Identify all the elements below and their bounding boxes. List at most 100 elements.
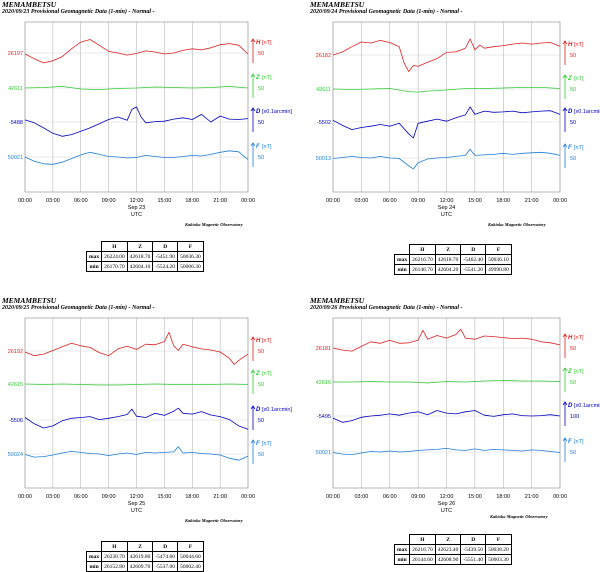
chart-panel-0923: MEMAMBETSU 2020/09/23 Provisional Geomag… [0, 0, 300, 285]
stats-row-label: min [393, 264, 411, 275]
stats-header: D [460, 534, 487, 545]
baseline-label-f: 50013 [316, 156, 331, 162]
component-label-d: D [568, 109, 573, 115]
series-line-d [24, 407, 249, 430]
series-line-d [332, 106, 561, 139]
scale-arrow-d [250, 107, 256, 112]
stats-cell: 26146.70 [409, 264, 436, 275]
stats-cell: -5451.90 [152, 251, 179, 262]
x-tick-label: 15:00 [468, 494, 482, 500]
scale-arrow-d [562, 107, 568, 112]
component-label-h: H [256, 338, 261, 344]
unit-label-z: [nT] [262, 371, 272, 377]
unit-label-h: [nT] [574, 42, 584, 48]
stats-header: Z [434, 534, 462, 545]
scale-arrow-f [562, 143, 568, 148]
x-tick-label: 09:00 [411, 198, 425, 204]
x-tick-label: 12:00 [440, 494, 454, 500]
observatory-label: Kakioka Magnetic Observatory [185, 518, 243, 523]
scale-arrow-h [562, 40, 568, 45]
x-tick-label: 06:00 [74, 198, 88, 204]
stats-cell: 26216.70 [409, 254, 436, 265]
x-tick-label: 09:00 [102, 198, 116, 204]
stats-cell: 42623.40 [434, 544, 462, 555]
scale-value-f: 50 [258, 452, 264, 458]
x-tick-label: 12:00 [130, 494, 144, 500]
scale-value-d: 100 [570, 414, 579, 420]
scale-arrow-f [562, 437, 568, 442]
unit-label-d: [x0.1arcmin] [262, 109, 292, 115]
scale-arrow-d [250, 405, 256, 410]
geomagnetic-chart: 00:00 03:00 06:00 09:00 12:00 15:00 18:00 21:00… [8, 21, 292, 218]
stats-cell: 26224.00 [101, 251, 128, 262]
unit-label-h: [nT] [262, 338, 272, 344]
component-label-z: Z [567, 76, 572, 82]
stats-cell: -5551.40 [460, 554, 487, 565]
scale-arrow-z [562, 367, 568, 372]
station-title: MEMAMBETSU [310, 296, 365, 305]
x-tick-label: 03:00 [354, 198, 368, 204]
date-label: Sep 25 [128, 501, 145, 507]
stats-cell: 26230.70 [101, 551, 128, 562]
series-line-h [332, 328, 561, 352]
x-tick-label: 18:00 [185, 198, 199, 204]
x-tick-label: 06:00 [74, 494, 88, 500]
x-tick-label: 03:00 [354, 494, 368, 500]
scale-value-z: 50 [570, 87, 576, 93]
stats-header: F [177, 541, 204, 552]
scale-arrow-f [250, 439, 256, 444]
series-line-h [24, 331, 249, 365]
stats-cell: -5474.60 [152, 551, 179, 562]
x-tick-label: 00:00 [326, 494, 340, 500]
stats-table: H Z D F max 26216.70 42623.40 -5439.50 5… [393, 534, 512, 565]
unit-label-z: [nT] [262, 75, 272, 81]
x-tick-label: 00:00 [241, 494, 255, 500]
scale-arrow-h [250, 336, 256, 341]
stats-table: H Z D F max 26230.70 42619.80 -5474.60 5… [85, 541, 204, 572]
unit-label-z: [nT] [574, 369, 584, 375]
date-label: Sep 24 [438, 205, 455, 211]
stats-header: H [101, 241, 128, 252]
x-tick-label: 00:00 [241, 198, 255, 204]
stats-cell: 42618.70 [126, 251, 154, 262]
series-line-z [332, 87, 561, 93]
baseline-label-z: 42611 [8, 86, 23, 92]
station-title: MEMAMBETSU [2, 0, 57, 9]
x-tick-label: 21:00 [213, 198, 227, 204]
stats-cell: 26152.80 [101, 561, 128, 572]
x-tick-label: 00:00 [553, 198, 567, 204]
date-label: Sep 26 [438, 501, 455, 507]
unit-label-d: [x0.1arcmin] [574, 403, 600, 409]
baseline-label-h: 26197 [8, 51, 23, 57]
baseline-label-h: 26182 [316, 53, 331, 59]
stats-cell: 42608.90 [434, 554, 462, 565]
stats-header: H [409, 534, 436, 545]
component-label-d: D [256, 109, 261, 115]
stats-header: F [485, 244, 512, 255]
stats-cell: 26170.70 [101, 261, 128, 272]
x-tick-label: 12:00 [440, 198, 454, 204]
chart-subtitle: 2020/09/25 Provisional Geomagnetic Data … [2, 305, 155, 311]
stats-cell: -5462.40 [460, 254, 487, 265]
component-label-h: H [256, 40, 261, 46]
stats-row-label: max [393, 544, 411, 555]
unit-label-h: [nT] [262, 40, 272, 46]
stats-header: D [152, 241, 179, 252]
stats-header: F [485, 534, 512, 545]
x-tick-label: 00:00 [553, 494, 567, 500]
scale-value-d: 50 [570, 120, 576, 126]
unit-label-f: [nT] [574, 145, 584, 151]
x-tick-label: 12:00 [130, 198, 144, 204]
series-line-z [24, 383, 249, 386]
stats-cell: 26216.70 [409, 544, 436, 555]
stats-cell: 42609.70 [126, 561, 154, 572]
x-tick-label: 21:00 [213, 494, 227, 500]
stats-cell: 26144.60 [409, 554, 436, 565]
series-line-d [332, 410, 561, 423]
chart-subtitle: 2020/09/26 Provisional Geomagnetic Data … [310, 305, 463, 311]
baseline-label-f: 50021 [8, 155, 23, 161]
baseline-label-h: 26192 [8, 349, 23, 355]
date-label: Sep 23 [128, 205, 145, 211]
chart-subtitle: 2020/09/23 Provisional Geomagnetic Data … [2, 9, 155, 15]
stats-cell: 50003.30 [485, 554, 512, 565]
